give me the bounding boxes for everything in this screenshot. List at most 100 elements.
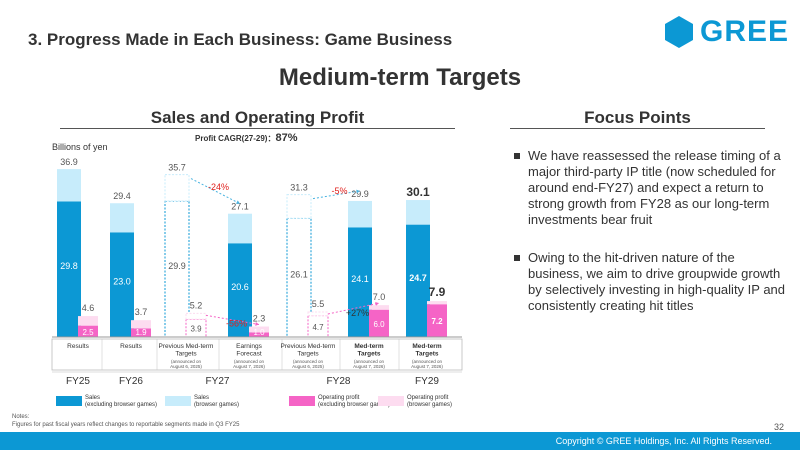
bar-profit-browser (369, 305, 389, 310)
category-note: (announced on (234, 359, 265, 364)
bar-sales-browser (110, 203, 134, 233)
bar-sales-browser (348, 200, 372, 228)
bar-sales-browser (164, 174, 190, 202)
page-number: 32 (774, 422, 785, 432)
profit-total-label: 7.0 (373, 292, 386, 302)
profit-total-label: 2.3 (253, 314, 266, 324)
bar-sales-browser (57, 169, 81, 202)
profit-total-label: 5.5 (312, 299, 325, 309)
annotation-label: -24% (208, 182, 229, 192)
profit-total-label: 7.9 (429, 285, 446, 299)
bar-profit-excluding-browser (369, 309, 389, 337)
bar-profit-excluding-browser (185, 318, 207, 338)
sales-total-label: 29.4 (113, 191, 131, 201)
legend-series-note: (excluding browser games) (318, 402, 390, 408)
bar-profit-browser (427, 301, 447, 305)
legend-series-note: (excluding browser games) (85, 402, 157, 408)
category-note: August 6, 2025) (170, 364, 202, 369)
sales-total-label: 29.9 (351, 189, 369, 199)
sales-segment-label: 26.1 (290, 270, 308, 280)
annotation-arrow-line (190, 178, 241, 205)
legend-swatch (165, 396, 191, 406)
bar-sales-excluding-browser (57, 201, 81, 337)
profit-segment-label: 7.2 (431, 317, 443, 326)
legend-series-note: (browser games) (194, 402, 239, 408)
gree-logo: GREE (664, 14, 788, 50)
category-note: (announced on (354, 359, 385, 364)
logo-text: GREE (700, 15, 790, 48)
bar-profit-excluding-browser (249, 332, 269, 337)
profit-segment-label: 3.9 (190, 325, 202, 334)
annotation-label: -5% (331, 186, 347, 196)
category-label: Earnings (236, 343, 262, 350)
sales-segment-label: 29.9 (168, 261, 186, 271)
bar-sales-browser (228, 213, 252, 244)
cagr-value: 87% (275, 132, 298, 144)
focus-point-2: Owing to the hit-driven nature of the bu… (514, 250, 788, 314)
sales-total-label: 27.1 (231, 202, 249, 212)
profit-segment-label: 6.0 (373, 320, 385, 329)
slide-title: 3. Progress Made in Each Business: Game … (28, 30, 453, 49)
focus-point-text: We have reassessed the release timing of… (528, 148, 781, 227)
notes-item: Figures for past fiscal years reflect ch… (12, 422, 240, 428)
bar-sales-excluding-browser (164, 200, 190, 338)
category-note: August 6, 2025) (292, 364, 324, 369)
category-note: (announced on (412, 359, 443, 364)
category-label: Results (67, 343, 89, 350)
legend-swatch (289, 396, 315, 406)
sales-segment-label: 24.7 (409, 273, 427, 283)
bullet-icon (514, 153, 520, 159)
profit-total-label: 5.2 (190, 300, 203, 310)
legend-swatch (56, 396, 82, 406)
sales-segment-label: 23.0 (113, 277, 131, 287)
footer-bar: Copyright © GREE Holdings, Inc. All Righ… (0, 432, 800, 450)
notes-label: Notes: (12, 414, 30, 420)
category-label: Med-term (412, 343, 441, 350)
sales-total-label: 31.3 (290, 183, 308, 193)
category-note: August 7, 2026) (411, 364, 443, 369)
bar-profit-excluding-browser (78, 325, 98, 337)
legend-swatch (378, 396, 404, 406)
focus-point-1: We have reassessed the release timing of… (514, 148, 788, 228)
legend-series-name: Sales (85, 395, 100, 401)
category-axis-box (51, 338, 463, 371)
category-note: (announced on (293, 359, 324, 364)
legend-series-note: (browser games) (407, 402, 452, 408)
annotation-arrow-line (327, 302, 380, 315)
sales-section-title: Sales and Operating Profit (150, 108, 365, 127)
annotation-label: -56% (226, 319, 247, 329)
legend-series-name: Sales (194, 395, 209, 401)
profit-segment-label: 4.7 (312, 323, 324, 332)
category-label: Targets (175, 351, 197, 358)
category-label: Targets (297, 351, 319, 358)
hexagon-logo-icon (665, 16, 693, 48)
sales-total-label: 36.9 (60, 157, 78, 167)
bar-profit-browser (185, 312, 207, 320)
annotation-arrow-head (236, 200, 240, 204)
profit-segment-label: 1.9 (135, 328, 147, 337)
y-axis-unit-label: Billions of yen (52, 142, 108, 152)
sales-segment-label: 20.6 (231, 282, 249, 292)
bar-profit-excluding-browser (307, 315, 329, 338)
profit-cagr: Profit CAGR(27-29)：87% (195, 132, 297, 144)
profit-total-label: 4.6 (82, 303, 95, 313)
bar-profit-excluding-browser (131, 328, 151, 337)
profit-segment-label: 1.0 (253, 328, 265, 337)
copyright: Copyright © GREE Holdings, Inc. All Righ… (555, 436, 772, 446)
annotation-label: +27% (346, 308, 369, 318)
fiscal-year-label: FY27 (206, 376, 230, 387)
bar-profit-browser (131, 320, 151, 329)
annotation-arrow-head (255, 322, 259, 326)
profit-segment-label: 2.5 (82, 328, 94, 337)
bar-sales-excluding-browser (348, 227, 372, 337)
legend-series-name: Operating profit (407, 395, 449, 401)
fiscal-year-label: FY26 (119, 376, 143, 387)
bullet-icon (514, 255, 520, 261)
bar-profit-browser (249, 326, 269, 333)
sales-segment-label: 24.1 (351, 274, 369, 284)
bar-sales-browser (286, 194, 312, 219)
category-label: Targets (358, 351, 381, 358)
category-label: Med-term (354, 343, 383, 350)
category-label: Forecast (236, 351, 261, 358)
annotation-arrow-head (356, 189, 360, 194)
